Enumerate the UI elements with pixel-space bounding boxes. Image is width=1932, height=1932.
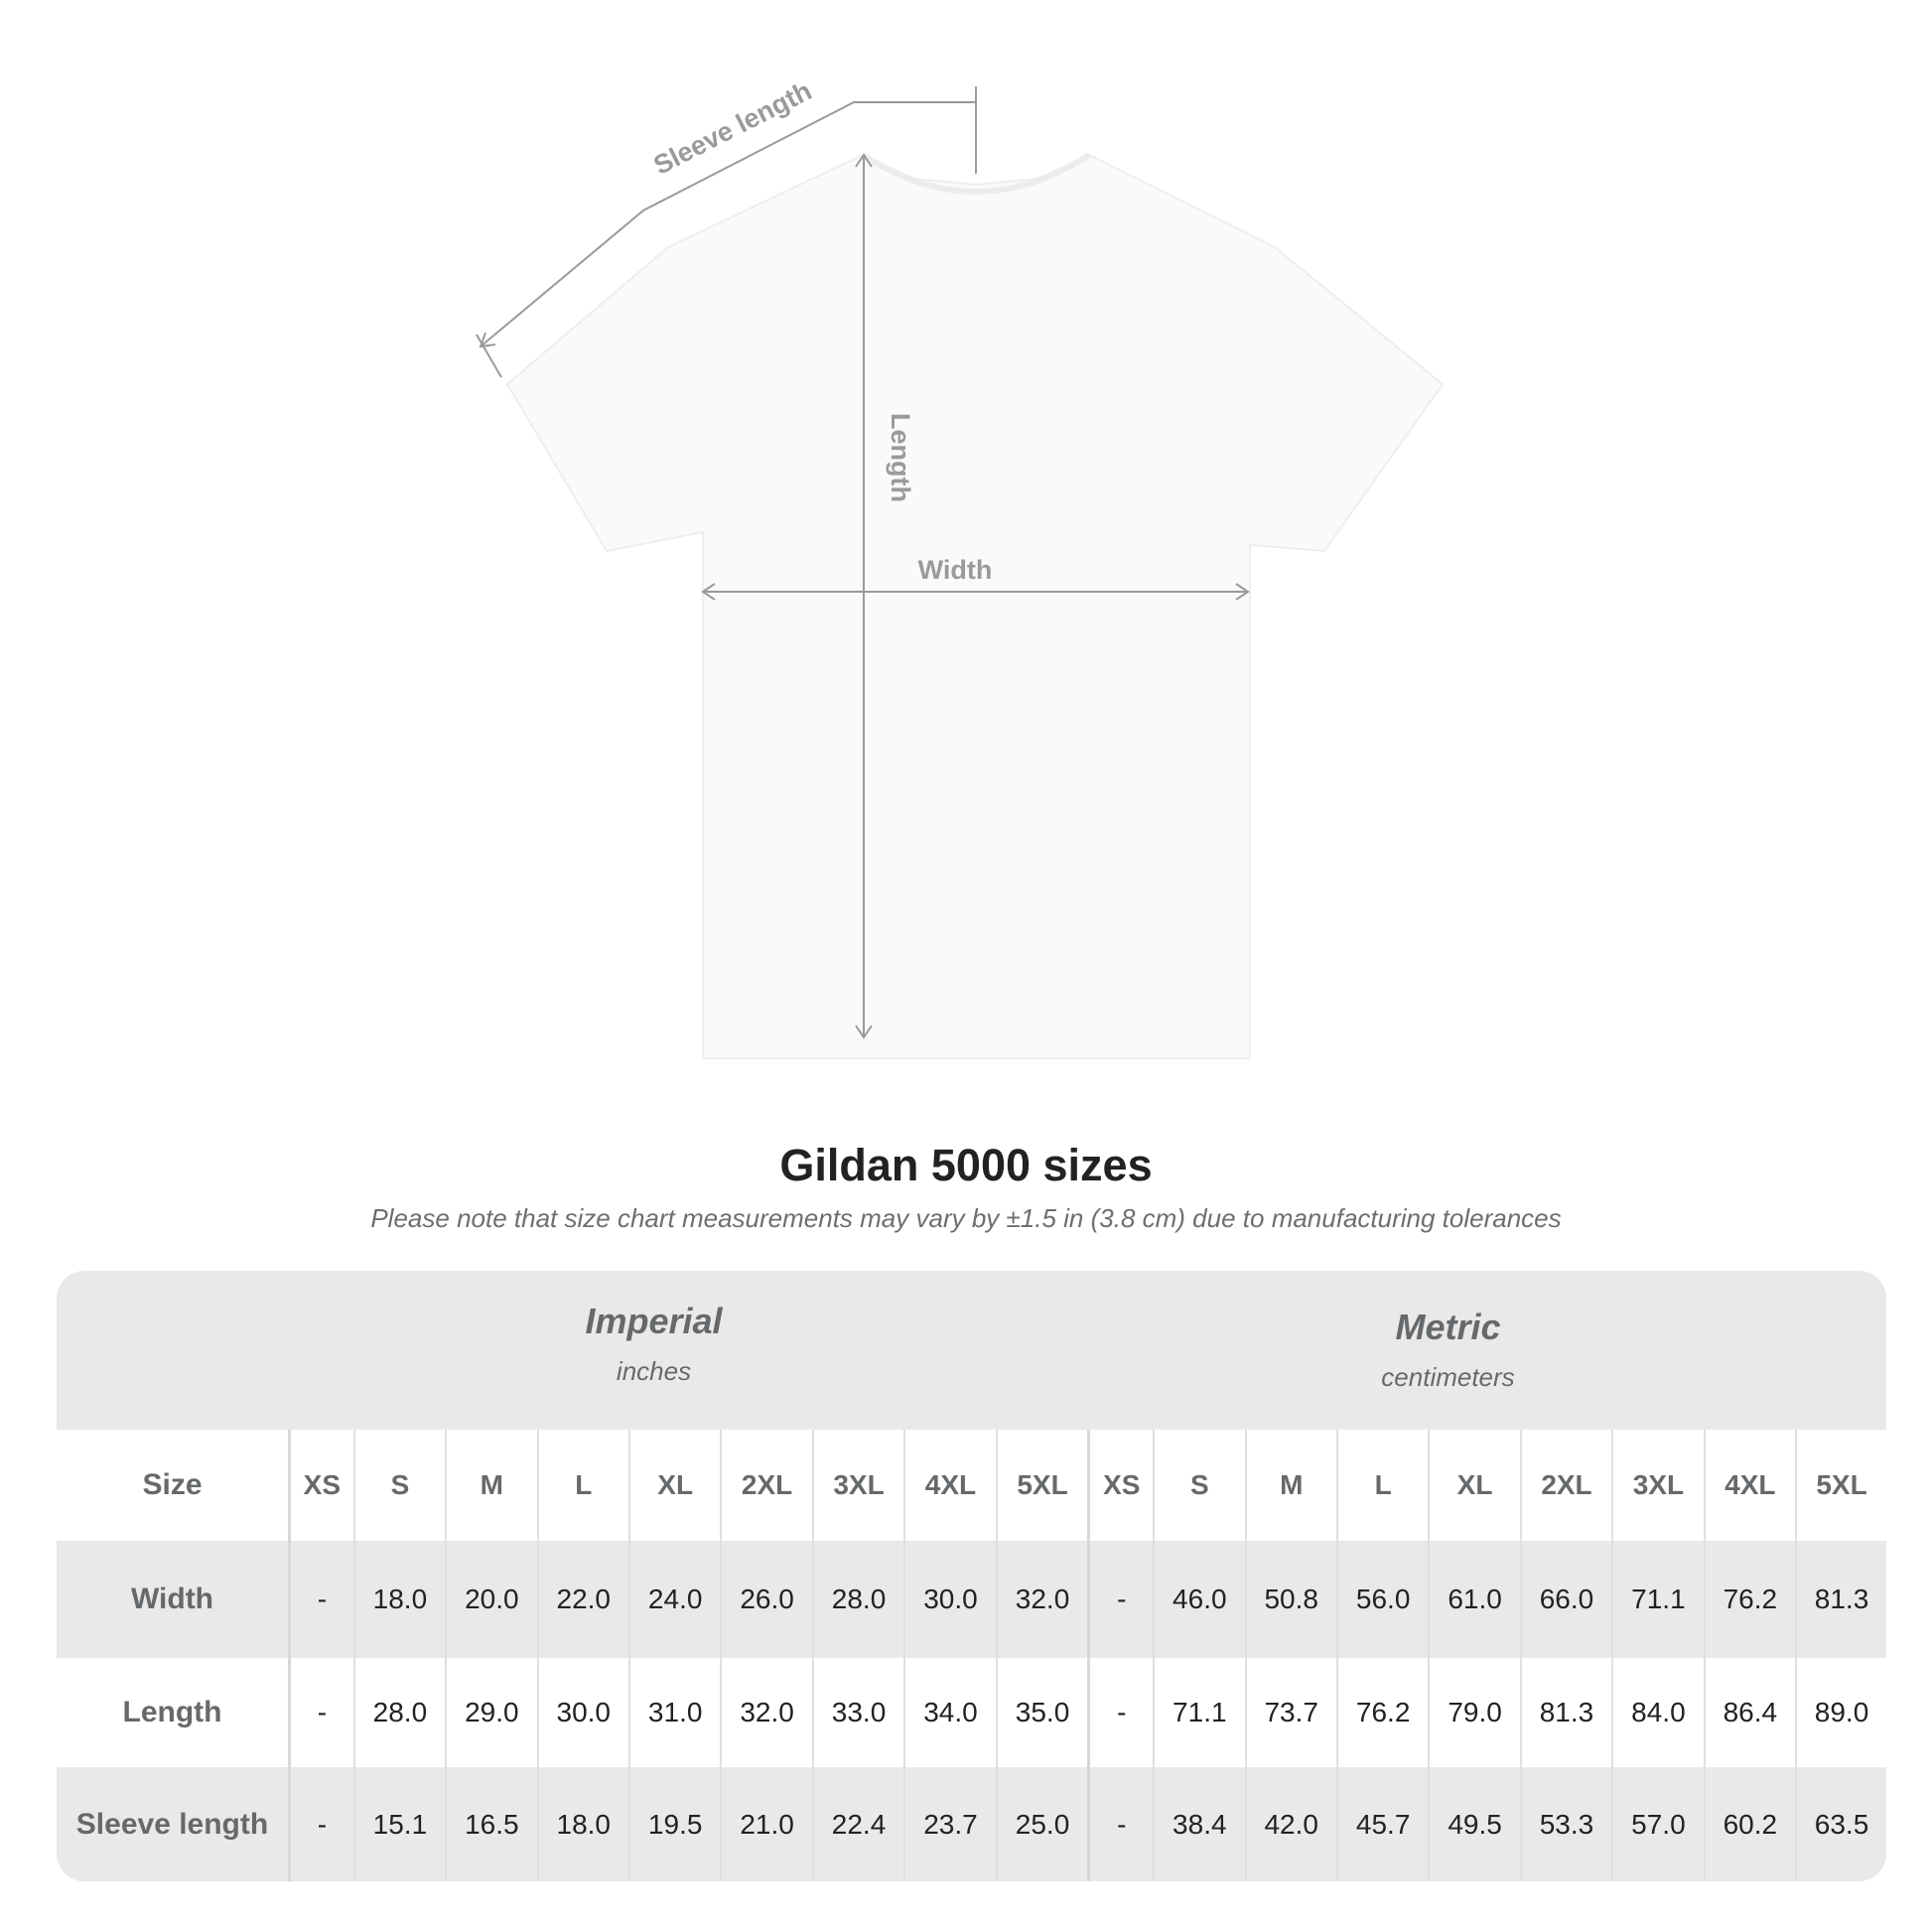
- imperial-cell: 22.4: [811, 1767, 905, 1881]
- width-label: Width: [918, 555, 993, 585]
- metric-title: Metric: [1395, 1307, 1501, 1347]
- imperial-cell: 20.0: [445, 1541, 538, 1658]
- tolerance-note: Please note that size chart measurements…: [370, 1203, 1562, 1233]
- metric-cell: 45.7: [1335, 1767, 1430, 1881]
- metric-cell: 38.4: [1153, 1767, 1246, 1881]
- metric-cell: 57.0: [1611, 1767, 1705, 1881]
- imperial-cell: -: [288, 1541, 354, 1658]
- imperial-size-header: M: [445, 1430, 538, 1541]
- imperial-cell: 28.0: [811, 1541, 905, 1658]
- imperial-size-header: 3XL: [811, 1430, 905, 1541]
- size-header: Size: [57, 1430, 291, 1541]
- imperial-size-header: XL: [627, 1430, 722, 1541]
- metric-cell: -: [1087, 1658, 1155, 1767]
- metric-cell: 61.0: [1428, 1541, 1521, 1658]
- imperial-cell: 28.0: [352, 1658, 447, 1767]
- metric-cell: 60.2: [1703, 1767, 1797, 1881]
- metric-cell: 73.7: [1244, 1658, 1337, 1767]
- tshirt-collar: [861, 152, 1091, 195]
- metric-size-header: 5XL: [1795, 1430, 1886, 1541]
- metric-cell: 86.4: [1703, 1658, 1797, 1767]
- metric-unit: centimeters: [1381, 1362, 1515, 1392]
- imperial-cell: 29.0: [445, 1658, 538, 1767]
- metric-cell: -: [1087, 1541, 1155, 1658]
- metric-cell: 50.8: [1244, 1541, 1337, 1658]
- metric-cell: 46.0: [1153, 1541, 1246, 1658]
- imperial-cell: -: [288, 1658, 354, 1767]
- metric-cell: 81.3: [1519, 1658, 1613, 1767]
- metric-size-header: XL: [1428, 1430, 1521, 1541]
- metric-size-header: S: [1153, 1430, 1246, 1541]
- imperial-cell: 19.5: [627, 1767, 722, 1881]
- metric-cell: 49.5: [1428, 1767, 1521, 1881]
- imperial-cell: 15.1: [352, 1767, 447, 1881]
- imperial-cell: 23.7: [903, 1767, 997, 1881]
- size-table: Imperial inches Metric centimeters Size X…: [57, 1271, 1886, 1881]
- metric-cell: 66.0: [1519, 1541, 1613, 1658]
- table-row: Sleeve length -15.1 16.5 18.0 19.5 21.0 22.4 23…: [57, 1767, 1886, 1881]
- metric-cell: 56.0: [1335, 1541, 1430, 1658]
- imperial-size-header: 2XL: [720, 1430, 813, 1541]
- imperial-cell: -: [288, 1767, 354, 1881]
- metric-cell: 53.3: [1519, 1767, 1613, 1881]
- imperial-cell: 34.0: [903, 1658, 997, 1767]
- imperial-cell: 31.0: [627, 1658, 722, 1767]
- metric-size-header: L: [1335, 1430, 1430, 1541]
- metric-cell: 81.3: [1795, 1541, 1886, 1658]
- metric-cell: 76.2: [1703, 1541, 1797, 1658]
- metric-cell: 76.2: [1335, 1658, 1430, 1767]
- imperial-cell: 33.0: [811, 1658, 905, 1767]
- imperial-cell: 30.0: [903, 1541, 997, 1658]
- metric-header: Metric centimeters: [1084, 1307, 1812, 1393]
- imperial-size-header: XS: [288, 1430, 354, 1541]
- metric-cell: 79.0: [1428, 1658, 1521, 1767]
- imperial-cell: 18.0: [536, 1767, 629, 1881]
- tshirt-diagram: Sleeve length Length Width: [476, 75, 1445, 1059]
- imperial-size-header: S: [352, 1430, 447, 1541]
- chart-title: Gildan 5000 sizes: [779, 1140, 1153, 1190]
- metric-cell: -: [1087, 1767, 1155, 1881]
- imperial-cell: 25.0: [995, 1767, 1089, 1881]
- table-row: Width -18.0 20.0 22.0 24.0 26.0 28.0 30.0 32.0-4…: [57, 1541, 1886, 1658]
- imperial-size-header: L: [536, 1430, 629, 1541]
- metric-cell: 89.0: [1795, 1658, 1886, 1767]
- metric-size-header: XS: [1087, 1430, 1155, 1541]
- size-grid: Size XS S M L XL 2XL 3XL 4XL 5XL XS S M L XL 2XL 3XL 4XL 5…: [57, 1430, 1886, 1881]
- sleeve-measure-line: [480, 101, 976, 347]
- imperial-cell: 35.0: [995, 1658, 1089, 1767]
- imperial-cell: 21.0: [720, 1767, 813, 1881]
- metric-cell: 63.5: [1795, 1767, 1886, 1881]
- imperial-unit: inches: [616, 1356, 692, 1386]
- row-label: Width: [57, 1541, 291, 1658]
- imperial-cell: 16.5: [445, 1767, 538, 1881]
- imperial-cell: 24.0: [627, 1541, 722, 1658]
- row-label: Length: [57, 1658, 291, 1767]
- imperial-cell: 18.0: [352, 1541, 447, 1658]
- imperial-header: Imperial inches: [290, 1301, 1018, 1387]
- tshirt-shape: [505, 153, 1445, 1059]
- imperial-cell: 22.0: [536, 1541, 629, 1658]
- metric-size-header: 2XL: [1519, 1430, 1613, 1541]
- imperial-title: Imperial: [585, 1301, 723, 1341]
- imperial-size-header: 5XL: [995, 1430, 1089, 1541]
- metric-cell: 71.1: [1611, 1541, 1705, 1658]
- length-label: Length: [886, 413, 915, 502]
- metric-cell: 42.0: [1244, 1767, 1337, 1881]
- table-row: Length -28.0 29.0 30.0 31.0 32.0 33.0 34.0 35.0-…: [57, 1658, 1886, 1767]
- imperial-size-header: 4XL: [903, 1430, 997, 1541]
- imperial-cell: 26.0: [720, 1541, 813, 1658]
- imperial-cell: 32.0: [720, 1658, 813, 1767]
- imperial-cell: 32.0: [995, 1541, 1089, 1658]
- metric-cell: 84.0: [1611, 1658, 1705, 1767]
- metric-size-header: M: [1244, 1430, 1337, 1541]
- imperial-cell: 30.0: [536, 1658, 629, 1767]
- metric-cell: 71.1: [1153, 1658, 1246, 1767]
- row-label: Sleeve length: [57, 1767, 291, 1881]
- table-header-row: Size XS S M L XL 2XL 3XL 4XL 5XL XS S M L XL 2XL 3XL 4XL 5…: [57, 1430, 1886, 1541]
- metric-size-header: 4XL: [1703, 1430, 1797, 1541]
- metric-size-header: 3XL: [1611, 1430, 1705, 1541]
